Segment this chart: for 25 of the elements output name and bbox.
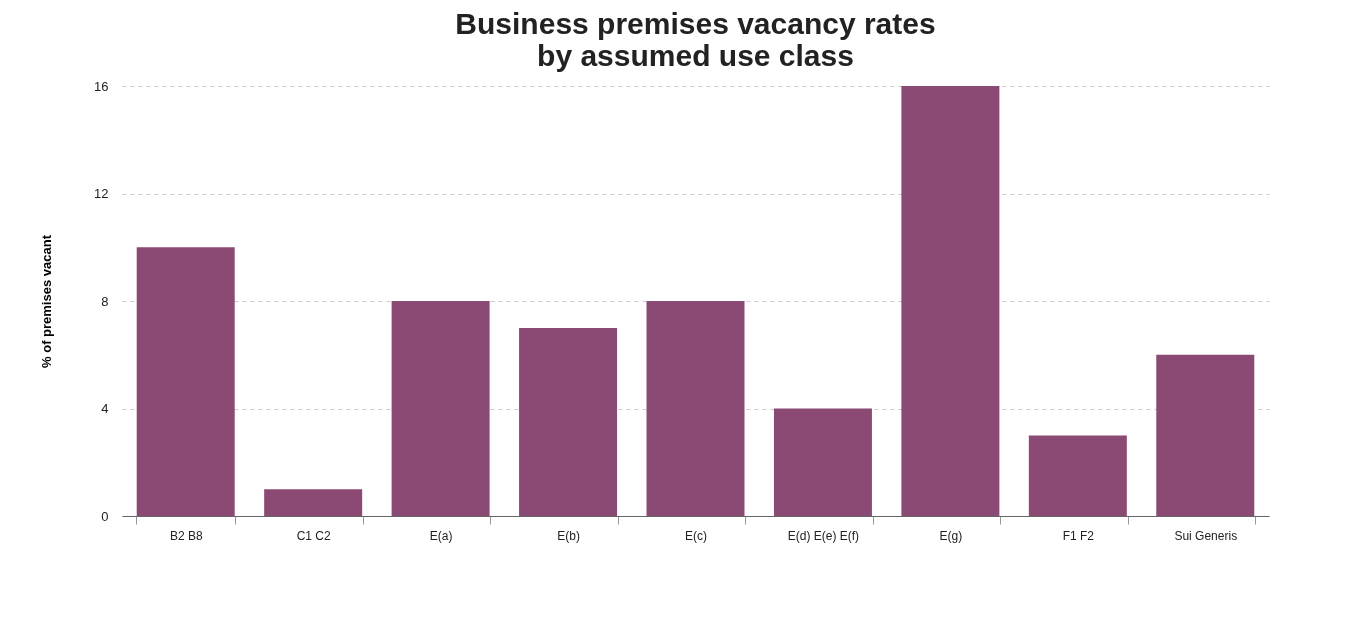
x-tick-label: E(g)	[939, 528, 963, 543]
x-tick-label: B2 B8	[169, 528, 203, 543]
y-axis-title: % of premises vacant	[39, 234, 55, 368]
bar	[391, 301, 490, 516]
y-tick-label: 16	[94, 78, 109, 94]
bar	[264, 489, 363, 516]
x-tick-label: E(d) E(e) E(f)	[787, 528, 860, 543]
bar	[646, 301, 745, 516]
x-tick-label: F1 F2	[1062, 528, 1095, 543]
bar	[136, 247, 235, 516]
y-tick-label: 12	[94, 186, 109, 201]
bar	[519, 327, 618, 516]
y-tick-label: 8	[101, 293, 109, 309]
x-tick-label: C1 C2	[296, 528, 331, 543]
bar	[773, 408, 872, 516]
x-tick-label: E(b)	[557, 528, 580, 543]
bar	[1156, 354, 1255, 516]
bar	[901, 86, 1000, 516]
chart-title: Business premises vacancy rates by assumed use class	[455, 7, 936, 72]
y-tick-label: 4	[101, 401, 109, 416]
x-tick-label: Sui Generis	[1174, 528, 1238, 543]
y-tick-label: 0	[101, 508, 109, 524]
x-tick-label: E(c)	[685, 528, 707, 543]
bar	[1028, 435, 1127, 516]
x-tick-label: E(a)	[429, 528, 453, 543]
